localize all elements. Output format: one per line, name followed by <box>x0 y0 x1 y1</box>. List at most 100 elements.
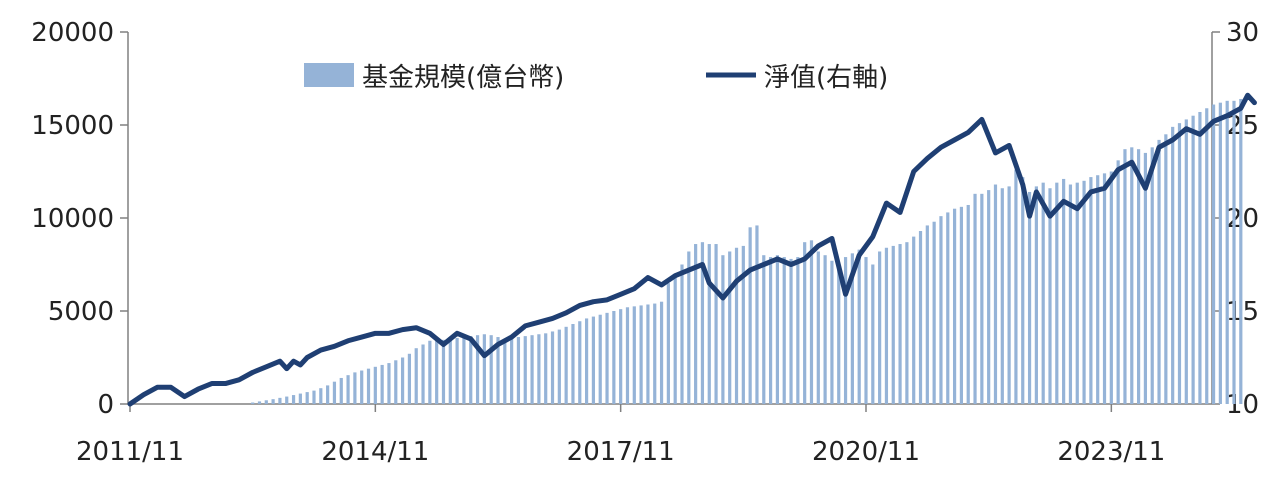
fund-size-bar <box>837 262 841 404</box>
fund-size-bar <box>346 375 350 404</box>
fund-size-bar <box>1096 175 1100 404</box>
fund-size-bar <box>959 206 964 404</box>
fund-size-bar <box>414 348 418 404</box>
fund-size-bar <box>544 333 548 404</box>
fund-size-bar <box>326 385 330 404</box>
fund-size-bar <box>755 225 759 404</box>
fund-size-bar <box>925 225 929 404</box>
fund-size-bar <box>489 335 493 404</box>
fund-size-bar <box>571 324 575 404</box>
fund-size-bar <box>435 338 439 404</box>
fund-size-bar <box>1211 104 1216 404</box>
fund-size-bar <box>809 240 814 404</box>
fund-size-bar <box>1218 102 1222 405</box>
fund-size-bar <box>680 264 684 404</box>
fund-size-bar <box>400 357 405 404</box>
right-tick-label: 30 <box>1226 18 1259 48</box>
fund-size-bar <box>1150 147 1154 404</box>
fund-size-bar <box>523 336 527 404</box>
fund-size-bar <box>1007 186 1011 404</box>
fund-size-bar <box>448 338 452 404</box>
x-axis-ticks: 2011/11 2014/11 2017/11 2020/11 2023/11 <box>76 404 1165 467</box>
fund-size-bar <box>380 364 384 404</box>
fund-size-bar <box>980 193 984 404</box>
fund-size-bar <box>503 338 507 404</box>
fund-size-bar <box>775 255 780 404</box>
fund-size-bar <box>387 363 391 404</box>
fund-size-bar <box>803 242 807 404</box>
fund-size-bar <box>564 326 568 404</box>
fund-size-bar <box>1075 182 1079 404</box>
fund-size-bar <box>762 255 766 404</box>
fund-size-bar <box>271 399 275 404</box>
fund-size-bar <box>1055 182 1059 404</box>
fund-size-bar <box>639 305 643 404</box>
fund-size-bar <box>694 244 698 404</box>
fund-size-bar <box>816 251 820 404</box>
fund-size-bar <box>475 335 480 404</box>
fund-size-bar <box>366 368 371 404</box>
fund-size-bar <box>1068 184 1073 404</box>
fund-size-bar <box>912 236 916 404</box>
fund-size-bar <box>823 255 827 404</box>
x-tick-label: 2014/11 <box>321 437 429 467</box>
fund-size-bar <box>1034 186 1038 404</box>
fund-size-bar <box>1109 171 1113 404</box>
fund-size-bar <box>455 337 459 404</box>
fund-size-bar <box>1014 169 1018 404</box>
fund-size-bar <box>285 396 289 404</box>
fund-size-bar <box>707 244 711 404</box>
fund-size-bar <box>298 393 302 404</box>
fund-size-bar <box>789 258 793 404</box>
fund-size-bar <box>291 395 296 404</box>
fund-size-bar <box>319 388 323 404</box>
legend-label-fund-size: 基金規模(億台幣) <box>362 63 564 93</box>
fund-size-bar <box>360 370 364 404</box>
fund-size-bar <box>619 309 623 404</box>
fund-size-bar <box>469 336 473 404</box>
fund-size-bar <box>421 344 425 404</box>
nav-line-layer <box>127 92 1257 407</box>
right-tick-label: 15 <box>1226 297 1259 327</box>
fund-size-bar <box>1048 188 1052 404</box>
fund-size-bar <box>1136 149 1141 404</box>
fund-size-bar <box>741 245 745 404</box>
fund-size-bar <box>353 372 357 404</box>
fund-size-bar <box>1164 134 1168 405</box>
fund-size-bar <box>257 401 262 404</box>
legend-label-nav: 淨值(右軸) <box>764 63 888 93</box>
fund-size-bars <box>251 98 1243 405</box>
fund-size-bar <box>891 245 895 404</box>
fund-size-bar <box>537 334 541 404</box>
x-tick-label: 2023/11 <box>1057 437 1165 467</box>
fund-size-bar <box>898 244 902 404</box>
fund-size-bar <box>1021 177 1025 404</box>
fund-size-bar <box>728 251 732 404</box>
fund-size-bar <box>1232 100 1236 404</box>
fund-size-bar <box>939 216 943 404</box>
fund-size-bar <box>482 334 486 404</box>
fund-size-bar <box>1123 149 1127 404</box>
fund-size-bar <box>946 212 950 404</box>
fund-size-bar <box>632 306 636 404</box>
fund-size-bar <box>1184 119 1188 405</box>
fund-size-bar <box>1239 98 1243 405</box>
fund-size-bar <box>1198 111 1202 404</box>
fund-size-bar <box>557 329 561 404</box>
left-tick-label: 15000 <box>31 111 114 141</box>
fund-size-bar <box>796 257 800 404</box>
fund-size-bar <box>332 381 337 404</box>
fund-size-bar <box>1157 139 1161 404</box>
right-tick-label: 10 <box>1226 390 1259 420</box>
fund-size-bar <box>251 402 255 404</box>
fund-size-bar <box>598 314 602 404</box>
left-tick-label: 5000 <box>48 297 114 327</box>
left-tick-label: 20000 <box>31 18 114 48</box>
fund-size-bar <box>584 318 589 404</box>
fund-size-bar <box>1082 180 1086 404</box>
x-tick-label: 2011/11 <box>76 437 184 467</box>
fund-size-bar <box>973 193 977 404</box>
x-tick-label: 2020/11 <box>812 437 920 467</box>
fund-size-bar <box>394 360 398 404</box>
fund-size-bar <box>666 283 670 404</box>
